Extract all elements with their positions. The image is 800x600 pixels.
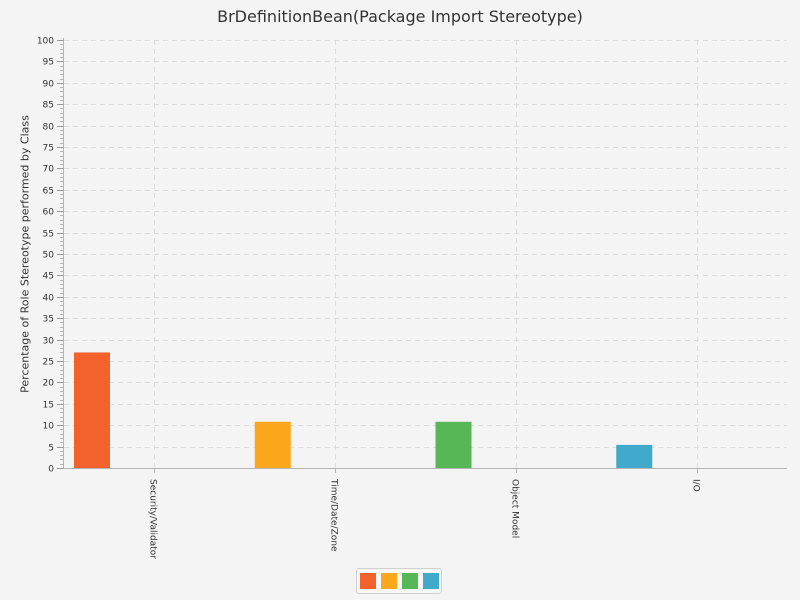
y-tick-label: 70: [43, 165, 55, 175]
bar: [254, 421, 291, 468]
y-tick-label: 30: [43, 337, 55, 347]
y-tick-label: 35: [43, 315, 54, 325]
bar: [74, 352, 110, 468]
y-tick-label: 40: [43, 294, 55, 304]
y-tick-label: 50: [43, 251, 55, 261]
x-tick-label: Object Model: [510, 479, 520, 538]
legend-swatch: [359, 573, 376, 589]
x-tick-label: Security/Validator: [148, 479, 158, 559]
y-tick-label: 90: [43, 80, 55, 90]
y-tick-label: 65: [43, 187, 54, 197]
y-tick-label: 60: [43, 208, 55, 218]
chart-title: BrDefinitionBean(Package Import Stereoty…: [217, 7, 583, 26]
y-tick-label: 80: [43, 123, 55, 133]
y-tick-label: 85: [43, 101, 54, 111]
bar: [616, 444, 653, 468]
y-tick-label: 15: [43, 401, 54, 411]
legend: [356, 568, 442, 594]
y-tick-label: 75: [43, 144, 54, 154]
y-tick-label: 95: [43, 58, 54, 68]
y-tick-label: 100: [37, 37, 54, 47]
legend-swatch: [401, 573, 418, 589]
y-tick-label: 25: [43, 358, 54, 368]
y-tick-label: 5: [48, 444, 54, 454]
y-tick-label: 20: [43, 379, 55, 389]
y-tick-label: 0: [48, 465, 54, 475]
y-tick-label: 55: [43, 230, 54, 240]
y-tick-label: 10: [43, 422, 55, 432]
y-tick-label: 45: [43, 272, 54, 282]
x-tick-label: I/O: [691, 479, 701, 492]
legend-swatch: [380, 573, 397, 589]
legend-swatch: [422, 573, 439, 589]
bar: [435, 421, 472, 468]
x-tick-label: Time/Date/Zone: [329, 478, 339, 552]
